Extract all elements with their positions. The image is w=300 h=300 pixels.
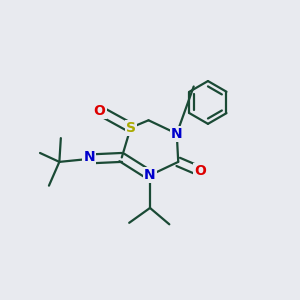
Text: N: N	[171, 127, 183, 141]
Text: S: S	[126, 121, 136, 135]
Text: N: N	[144, 168, 156, 182]
Text: O: O	[94, 104, 105, 118]
Text: N: N	[83, 150, 95, 164]
Text: O: O	[195, 164, 206, 178]
